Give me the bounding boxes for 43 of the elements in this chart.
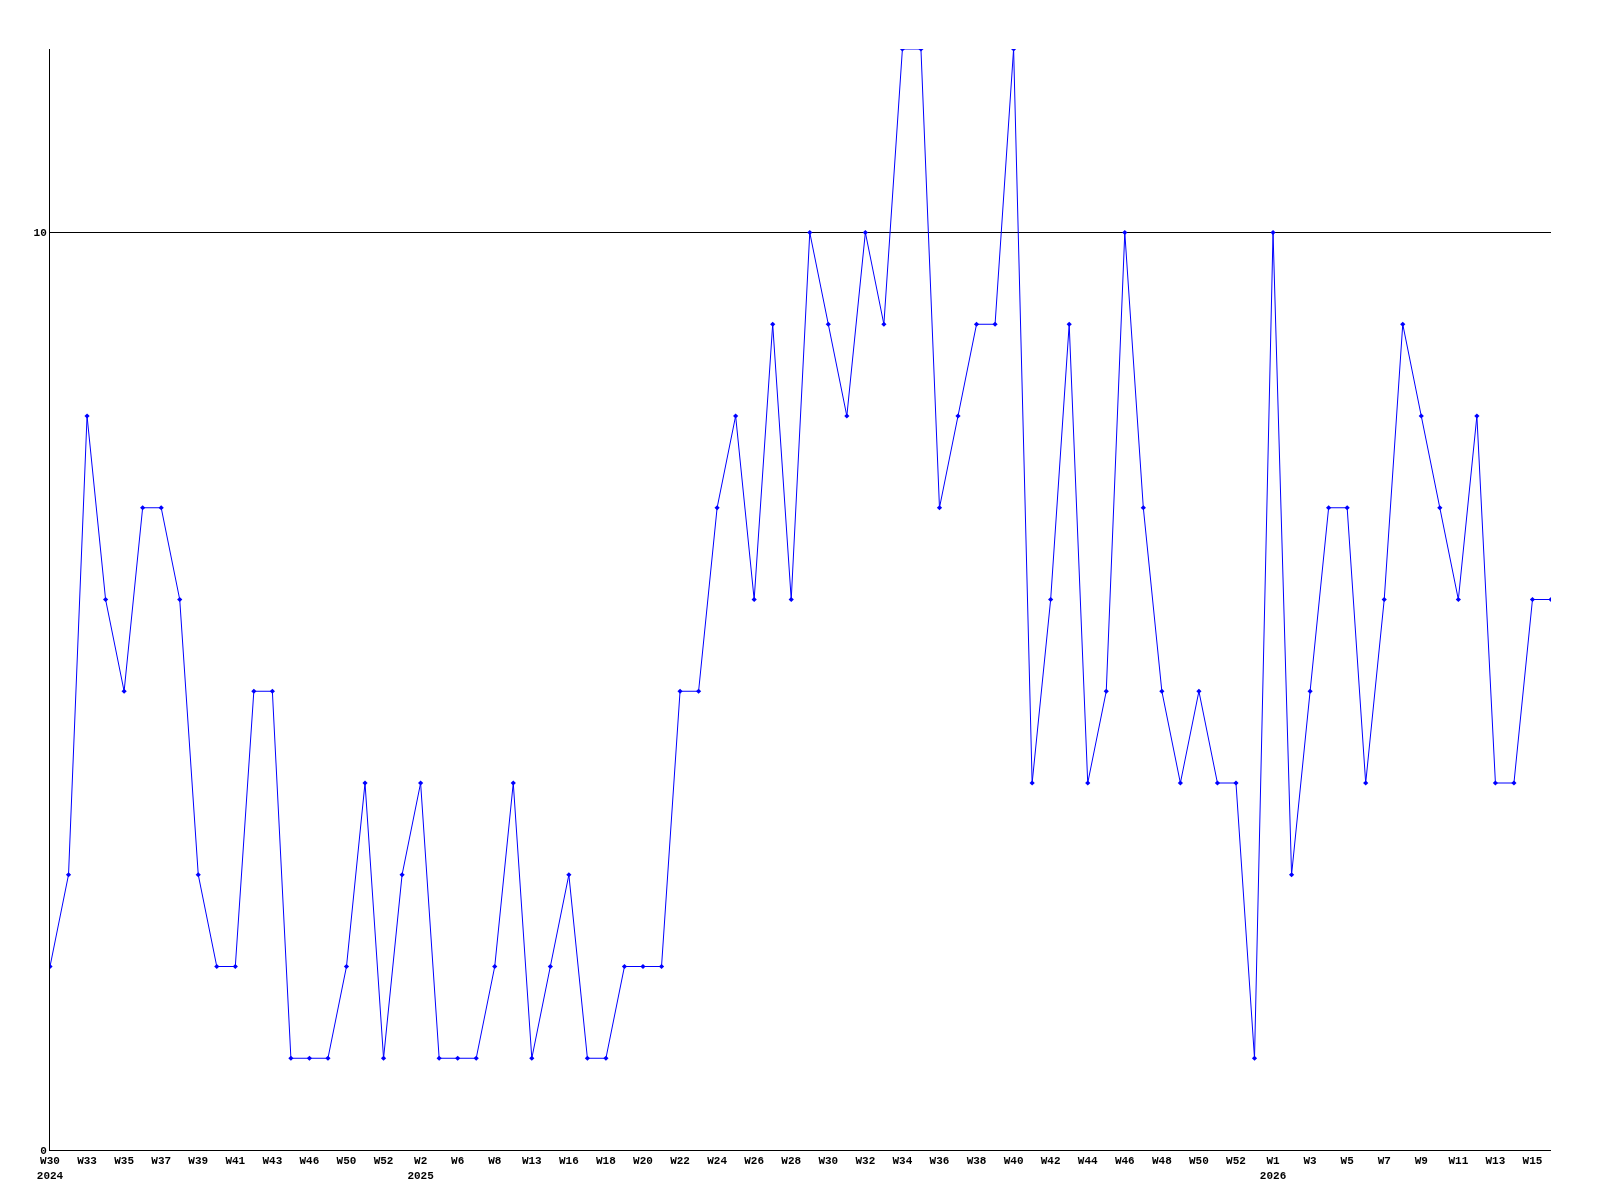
x-tick-label: W48: [1151, 1155, 1173, 1168]
x-tick-label: W16: [558, 1155, 579, 1168]
x-tick-label: W37: [151, 1155, 172, 1168]
x-tick-label: W30: [818, 1155, 839, 1168]
x-tick-label: W18: [596, 1155, 617, 1168]
x-tick-label: W40: [1003, 1155, 1024, 1168]
x-tick-label: W52: [1226, 1155, 1246, 1168]
x-tick-label: W35: [114, 1155, 135, 1168]
x-tick-label: W50: [336, 1155, 357, 1168]
x-tick-label: W52: [373, 1155, 394, 1168]
x-tick-label: W33: [77, 1155, 98, 1168]
x-tick-label: W6: [451, 1155, 465, 1168]
x-tick-label: W22: [670, 1155, 690, 1168]
x-tick-label: W36: [929, 1155, 950, 1168]
x-tick-label: W32: [855, 1155, 876, 1168]
x-tick-label: W42: [1040, 1155, 1061, 1168]
x-tick-label: W1 2026: [1259, 1155, 1287, 1182]
x-tick-label: W39: [188, 1155, 209, 1168]
y-tick-label: 0: [40, 1144, 47, 1157]
x-tick-label: W11: [1448, 1155, 1469, 1168]
x-tick-label: W13: [521, 1155, 543, 1168]
x-tick-label: W20: [633, 1155, 653, 1168]
x-tick-label: W24: [707, 1155, 728, 1168]
x-tick-label: W50: [1189, 1155, 1209, 1168]
x-tick-label: W15: [1522, 1155, 1543, 1168]
x-tick-label: W46: [1114, 1155, 1135, 1168]
x-tick-label: W41: [225, 1155, 246, 1168]
x-tick-label: W30 2024: [36, 1155, 64, 1182]
x-tick-label: W9: [1414, 1155, 1428, 1168]
x-tick-label: W3: [1303, 1155, 1318, 1168]
x-tick-label: W2 2025: [407, 1155, 435, 1182]
x-tick-label: W44: [1077, 1155, 1099, 1168]
x-tick-label: W13: [1485, 1155, 1506, 1168]
x-tick-label: W38: [966, 1155, 987, 1168]
x-tick-label: W34: [892, 1155, 913, 1168]
x-tick-label: W43: [262, 1155, 283, 1168]
x-tick-label: W5: [1340, 1155, 1355, 1168]
x-tick-label: W7: [1377, 1155, 1391, 1168]
x-tick-label: W28: [781, 1155, 802, 1168]
y-tick-label: 10: [33, 227, 47, 240]
x-tick-label: W26: [744, 1155, 765, 1168]
x-tick-label: W8: [488, 1155, 502, 1168]
x-tick-label: W46: [299, 1155, 320, 1168]
